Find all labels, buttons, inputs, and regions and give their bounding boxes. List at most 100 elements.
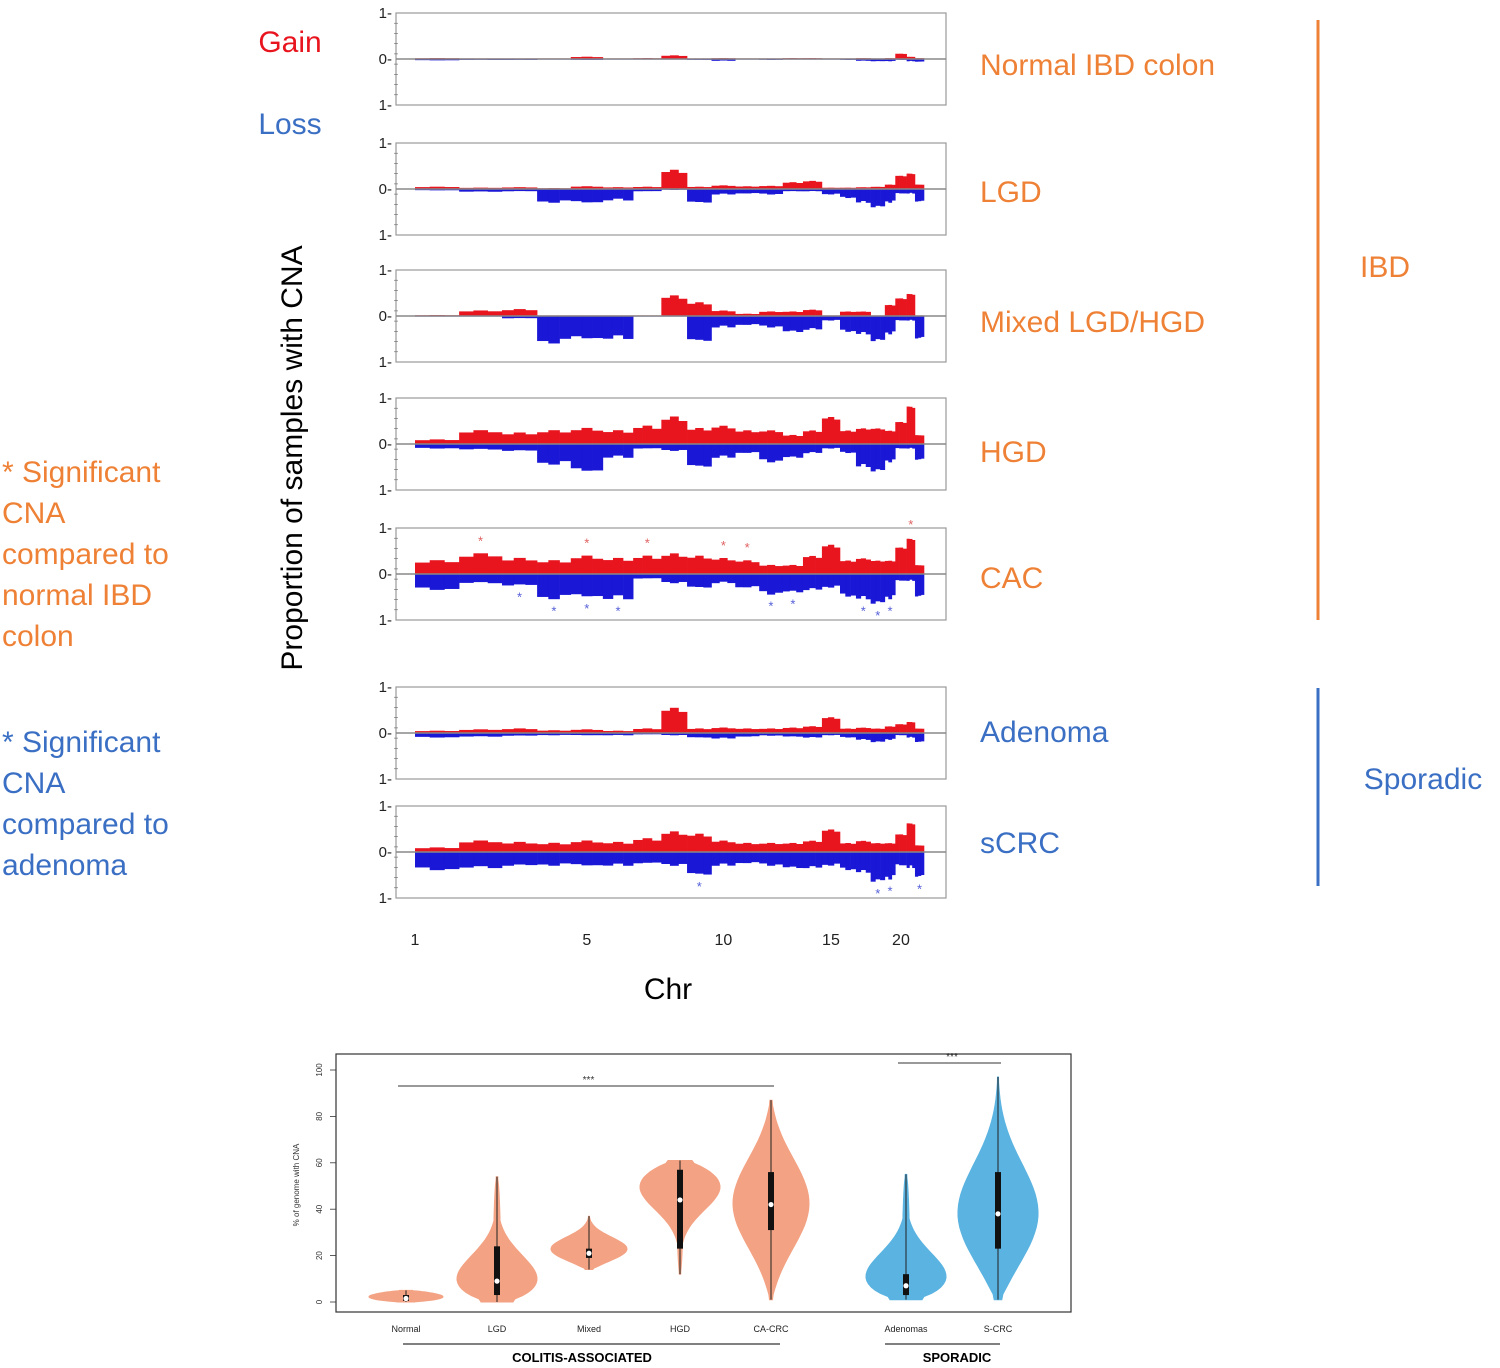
- gain-bar: [759, 728, 768, 733]
- loss-bar: [875, 189, 881, 206]
- chr-tick-label: 15: [822, 932, 840, 949]
- gain-bar: [917, 565, 922, 574]
- gain-bar: [895, 834, 900, 852]
- gain-bar: [525, 843, 538, 852]
- gain-bar: [796, 182, 804, 189]
- gain-bar: [860, 428, 867, 444]
- cna-panel-5: 1- 0- 1- Adenoma: [379, 679, 1109, 788]
- loss-bar: [612, 574, 624, 596]
- loss-bar: [855, 733, 862, 740]
- gain-bar: [895, 547, 900, 574]
- loss-bar: [845, 733, 851, 738]
- loss-bar: [678, 852, 688, 864]
- gain-bar: [525, 310, 538, 316]
- gain-bar: [909, 722, 913, 733]
- gain-bar: [711, 427, 720, 444]
- gain-bar: [865, 429, 871, 444]
- violin-median: [403, 1295, 409, 1302]
- loss-bar: [735, 444, 744, 453]
- loss-bar: [920, 189, 925, 201]
- gain-bar: [891, 561, 896, 574]
- loss-bar: [774, 733, 784, 736]
- loss-bar: [581, 189, 593, 203]
- gain-bar: [895, 53, 900, 59]
- loss-bar: [719, 852, 728, 864]
- gain-bar: [633, 728, 643, 733]
- gain-bar: [917, 435, 922, 444]
- violin-median: [995, 1211, 1001, 1217]
- loss-bar: [827, 444, 835, 449]
- gain-bar: [860, 187, 867, 189]
- loss-bar: [884, 59, 889, 62]
- loss-bar: [815, 574, 823, 590]
- loss-bar: [661, 444, 671, 451]
- loss-bar: [513, 316, 526, 319]
- loss-bar: [855, 316, 862, 334]
- gain-bar: [855, 727, 862, 733]
- gain-bar: [899, 298, 904, 316]
- gain-bar: [429, 847, 445, 852]
- loss-bar: [727, 189, 736, 195]
- gain-bar: [912, 540, 916, 574]
- note-ibd-line: * Significant: [2, 456, 161, 489]
- loss-bar: [743, 316, 752, 325]
- loss-bar: [839, 189, 846, 197]
- gain-bar: [815, 181, 823, 189]
- chr-tick-label: 1: [411, 932, 420, 949]
- gain-bar: [870, 560, 876, 574]
- loss-bar: [570, 733, 582, 736]
- loss-bar: [487, 852, 503, 869]
- loss-bar: [909, 316, 913, 320]
- gain-bar: [917, 728, 922, 733]
- note-ibd-line: normal IBD: [2, 579, 152, 612]
- loss-bar: [821, 444, 829, 449]
- loss-bar: [602, 574, 614, 599]
- loss-bar: [912, 733, 916, 738]
- loss-bar: [796, 733, 804, 737]
- loss-bar: [429, 574, 445, 590]
- loss-bar: [860, 189, 867, 202]
- loss-bar: [850, 444, 857, 453]
- loss-bar: [774, 189, 784, 194]
- loss-bar: [884, 852, 889, 877]
- loss-bar: [899, 189, 904, 194]
- note-ibd-line: CNA: [2, 497, 65, 530]
- loss-bar: [906, 189, 910, 194]
- note-adenoma-line: CNA: [2, 767, 65, 800]
- gain-bar: [891, 726, 896, 733]
- gain-bar: [845, 560, 851, 574]
- gain-bar: [592, 558, 604, 574]
- gain-bar: [850, 561, 857, 574]
- gain-bar: [774, 186, 784, 189]
- gain-bar: [751, 562, 760, 574]
- loss-bar: [914, 189, 919, 202]
- loss-bar: [880, 733, 886, 742]
- gain-bar: [415, 562, 431, 574]
- gain-bar: [502, 434, 515, 444]
- gain-bar: [796, 728, 804, 733]
- cna-y-tick-label: 1-: [379, 262, 392, 279]
- violin-y-ticks: 0 20 40 60 80 100: [315, 1063, 336, 1304]
- gain-bar: [902, 422, 907, 444]
- loss-bar: [899, 316, 904, 321]
- loss-bar: [845, 316, 851, 332]
- loss-bar: [703, 852, 712, 875]
- loss-bar: [912, 189, 916, 194]
- gain-bar: [759, 311, 768, 316]
- loss-bar: [502, 852, 515, 866]
- loss-bar: [727, 316, 736, 328]
- loss-bar: [751, 852, 760, 863]
- loss-bar: [513, 444, 526, 451]
- gain-bar: [751, 186, 760, 189]
- loss-bar: [537, 316, 549, 342]
- gain-bar: [865, 187, 871, 189]
- gain-bar: [581, 186, 593, 189]
- loss-bar: [502, 733, 515, 736]
- sig-loss-star: *: [615, 603, 620, 618]
- cna-y-tick-label: 0-: [379, 308, 392, 325]
- gain-bar: [487, 556, 503, 574]
- loss-bar: [914, 59, 919, 62]
- gain-bar: [782, 435, 790, 444]
- loss-bar: [612, 852, 624, 864]
- gain-bar: [899, 724, 904, 733]
